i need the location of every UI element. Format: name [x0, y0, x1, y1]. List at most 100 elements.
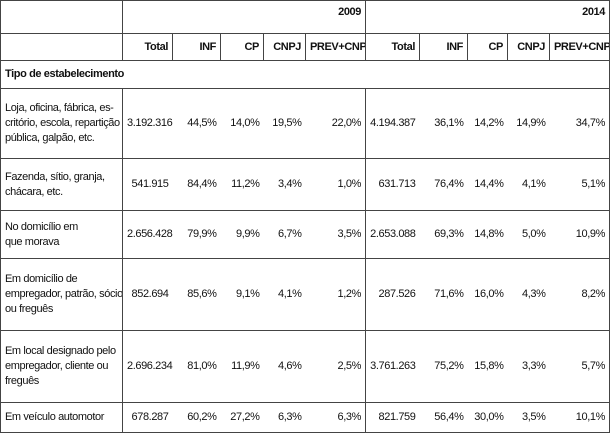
cell: 6,7% [278, 228, 302, 240]
column-header: Total [122, 33, 173, 61]
cell: 852.694 [131, 288, 169, 300]
row-label: No domicílio em que morava [0, 210, 123, 259]
cell: 9,1% [236, 288, 260, 300]
cell: 14,4% [474, 178, 504, 190]
row-label: Fazenda, sítio, granja, chácara, etc. [0, 158, 123, 211]
cell: 678.287 [131, 411, 169, 423]
data-row: No domicílio em que morava 2.656.428 79,9% 9… [0, 210, 610, 259]
data-row: Em domicílio de empregador, patrão, sócio… [0, 258, 610, 331]
cell: 821.759 [378, 411, 416, 423]
cell: 2.656.428 [127, 228, 173, 240]
cell: 56,4% [434, 411, 464, 423]
cell: 3,5% [522, 411, 546, 423]
label-line: freguês [5, 375, 39, 387]
cell: 541.915 [131, 178, 169, 190]
year-header: 2014 [365, 0, 610, 34]
label-line: critório, escola, repartição [5, 117, 120, 129]
cell: 85,6% [187, 288, 217, 300]
data-row: Em veículo automotor 678.287 60,2% 27,2% 6,3… [0, 402, 610, 433]
cell: 4,6% [278, 360, 302, 372]
column-header: CNPJ [507, 33, 550, 61]
cell: 5,7% [549, 330, 610, 403]
cell: 14,2% [474, 117, 504, 129]
cell: 3.192.316 [127, 117, 173, 129]
empty-cell [0, 0, 123, 34]
label-line: empregador, cliente ou [5, 360, 109, 372]
label-line: pública, galpão, etc. [5, 132, 95, 144]
cell: 6,3% [278, 411, 302, 423]
label-line: Loja, oficina, fábrica, es- [5, 102, 114, 114]
cell: 6,3% [305, 402, 366, 433]
cell: 75,2% [434, 360, 464, 372]
header-row: 2009 2014 [0, 0, 610, 34]
cell: 11,2% [231, 178, 260, 190]
data-row: Loja, oficina, fábrica, es-critório, esc… [0, 88, 610, 159]
section-row: Tipo de estabelecimento [0, 60, 610, 89]
label-line: empregador, patrão, sócio [5, 288, 123, 300]
cell: 22,0% [305, 88, 366, 159]
cell: 10,1% [549, 402, 610, 433]
cell: 1,2% [305, 258, 366, 331]
column-header: CNPJ [263, 33, 306, 61]
cell: 3,4% [278, 178, 302, 190]
cell: 69,3% [434, 228, 464, 240]
cell: 60,2% [187, 411, 217, 423]
column-header: CP [467, 33, 508, 61]
cell: 19,5% [272, 117, 302, 129]
column-header: PREV+CNPJ [305, 33, 366, 61]
header-row: TotalINFCPCNPJPREV+CNPJTotalINFCPCNPJPRE… [0, 33, 610, 61]
cell: 8,2% [549, 258, 610, 331]
label-line: que morava [5, 235, 60, 248]
cell: 10,9% [549, 210, 610, 259]
cell: 4,1% [522, 178, 546, 190]
label-line: No domicílio em [5, 220, 78, 233]
cell: 1,0% [305, 158, 366, 211]
cell: 34,7% [549, 88, 610, 159]
cell: 81,0% [187, 360, 217, 372]
data-row: Fazenda, sítio, granja, chácara, etc. 541.… [0, 158, 610, 211]
row-label: Loja, oficina, fábrica, es-critório, esc… [0, 88, 123, 159]
column-header: CP [220, 33, 264, 61]
label-line: ou freguês [5, 303, 53, 315]
cell: 5,0% [522, 228, 546, 240]
section-label: Tipo de estabelecimento [0, 60, 610, 89]
cell: 79,9% [187, 228, 217, 240]
label-line: Em domicílio de [5, 273, 78, 285]
label-line: Em local designado pelo [5, 345, 116, 357]
cell: 2.653.088 [370, 228, 416, 240]
column-header: Total [365, 33, 420, 61]
column-header: PREV+CNPJ [549, 33, 610, 61]
cell: 84,4% [187, 178, 217, 190]
label-line: Em veículo automotor [5, 411, 104, 423]
label-line: Fazenda, sítio, granja, [5, 170, 105, 183]
column-header: INF [172, 33, 221, 61]
label-line: chácara, etc. [5, 185, 63, 198]
cell: 15,8% [474, 360, 504, 372]
column-header: INF [419, 33, 468, 61]
cell: 36,1% [434, 117, 464, 129]
cell: 9,9% [236, 228, 260, 240]
cell: 44,5% [187, 117, 217, 129]
cell: 3.761.263 [370, 360, 416, 372]
cell: 71,6% [434, 288, 464, 300]
cell: 27,2% [230, 411, 260, 423]
cell: 3,5% [305, 210, 366, 259]
cell: 4,1% [278, 288, 302, 300]
row-label: Em domicílio de empregador, patrão, sócio… [0, 258, 123, 331]
cell: 3,3% [522, 360, 546, 372]
cell: 76,4% [434, 178, 464, 190]
cell: 287.526 [378, 288, 416, 300]
cell: 11,9% [231, 360, 260, 372]
cell: 2,5% [305, 330, 366, 403]
cell: 14,0% [230, 117, 260, 129]
cell: 631.713 [378, 178, 416, 190]
cell: 2.696.234 [127, 360, 173, 372]
cell: 16,0% [474, 288, 504, 300]
cell: 14,8% [474, 228, 504, 240]
cell: 4.194.387 [370, 117, 416, 129]
row-label: Em veículo automotor [0, 402, 123, 433]
data-row: Em local designado pelo empregador, clien… [0, 330, 610, 403]
row-label: Em local designado pelo empregador, clien… [0, 330, 123, 403]
cell: 14,9% [516, 117, 546, 129]
